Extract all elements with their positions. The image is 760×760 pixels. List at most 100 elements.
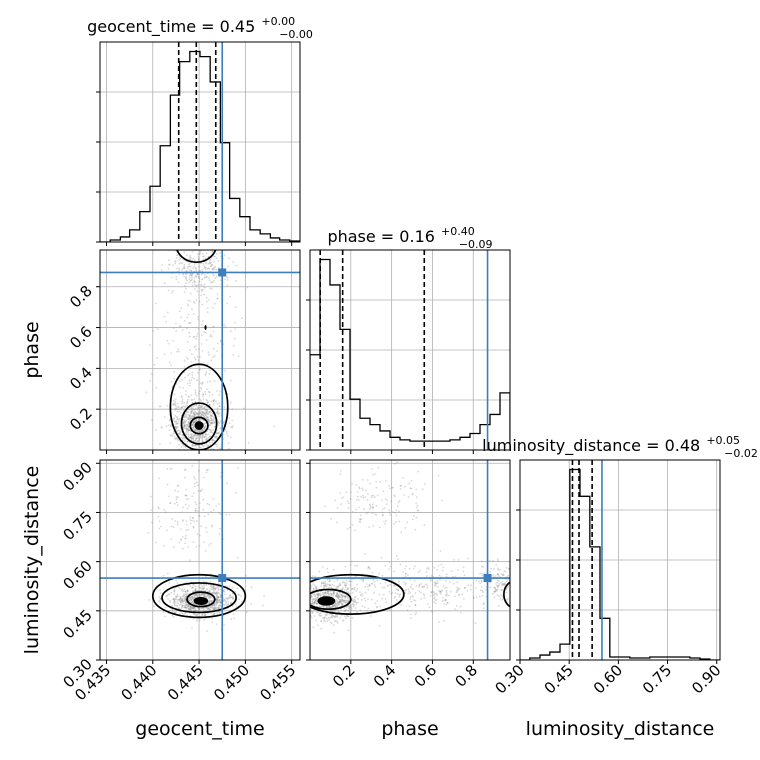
sample-point [334,614,337,617]
sample-point [432,591,435,594]
sample-point [165,595,168,597]
sample-point [213,608,216,611]
sample-point [517,590,519,592]
sample-point [343,594,345,597]
sample-point [202,435,204,437]
sample-point [333,604,336,607]
sample-point [310,610,313,613]
sample-point [199,225,201,227]
sample-point [423,596,426,599]
sample-point [197,415,200,417]
sample-point [347,596,349,599]
sample-point [403,485,406,488]
sample-point [193,283,196,286]
sample-point [190,411,192,413]
sample-point [233,617,236,620]
sample-point [223,599,226,601]
sample-point [472,597,475,599]
sample-point [187,605,190,608]
sample-point [191,284,194,287]
sample-point [157,506,160,509]
sample-point [192,424,194,426]
sample-point [410,480,413,482]
sample-point [394,592,397,595]
sample-point [217,596,220,599]
sample-point [198,445,201,448]
sample-point [197,419,200,421]
sample-point [226,598,229,601]
sample-point [173,417,175,420]
sample-point [192,427,195,430]
sample-point [393,494,395,497]
sample-point [349,609,352,612]
sample-point [219,595,222,598]
sample-point [214,421,216,424]
contour-core [204,325,207,330]
sample-point [438,589,440,592]
sample-point [187,608,190,611]
sample-point [217,424,220,426]
sample-point [178,599,181,601]
sample-point [219,599,222,601]
sample-point [308,604,310,606]
sample-point [371,503,374,506]
sample-point [227,597,230,599]
sample-point [480,589,482,592]
sample-point [398,595,401,598]
sample-point [188,596,191,599]
sample-point [314,599,317,602]
sample-point [202,393,205,396]
sample-point [177,598,179,601]
sample-point [494,587,496,590]
sample-point [172,290,174,292]
sample-point [216,594,219,597]
histogram-luminosity-distance [520,468,720,660]
sample-point [187,423,190,426]
sample-point [223,598,226,601]
sample-point [212,325,215,328]
sample-point [346,615,348,617]
panel-phase-histogram [306,249,511,454]
sample-point [496,594,499,596]
sample-point [203,592,206,595]
sample-point [201,253,204,255]
sample-point [181,598,184,601]
sample-point [190,417,193,419]
sample-point [185,606,188,609]
sample-point [482,607,485,609]
sample-point [194,507,197,510]
sample-point [201,349,204,352]
sample-point [196,609,199,612]
sample-point [187,420,190,423]
sample-point [361,478,364,481]
sample-point [183,588,186,591]
sample-point [202,255,205,258]
sample-point [438,574,441,577]
sample-point [175,501,178,504]
sample-point [327,606,329,608]
sample-point [191,626,193,629]
sample-point [212,403,215,405]
y-tick-label: 0.2 [66,404,96,434]
sample-point [356,495,359,498]
sample-point [454,595,456,598]
sample-point [343,595,346,598]
sample-point [181,398,184,401]
sample-point [319,594,322,597]
sample-point [191,607,194,610]
sample-point [210,418,213,421]
sample-point [218,405,221,407]
sample-point [219,420,222,422]
sample-point [393,570,395,573]
sample-point [192,434,195,436]
contour-level [151,573,247,619]
sample-point [205,408,208,411]
sample-point [198,300,201,303]
sample-point [214,587,216,590]
sample-point [193,597,195,600]
sample-point [528,586,530,588]
sample-point [345,580,348,582]
sample-point [200,589,203,592]
sample-point [441,600,444,602]
sample-point [434,582,437,584]
